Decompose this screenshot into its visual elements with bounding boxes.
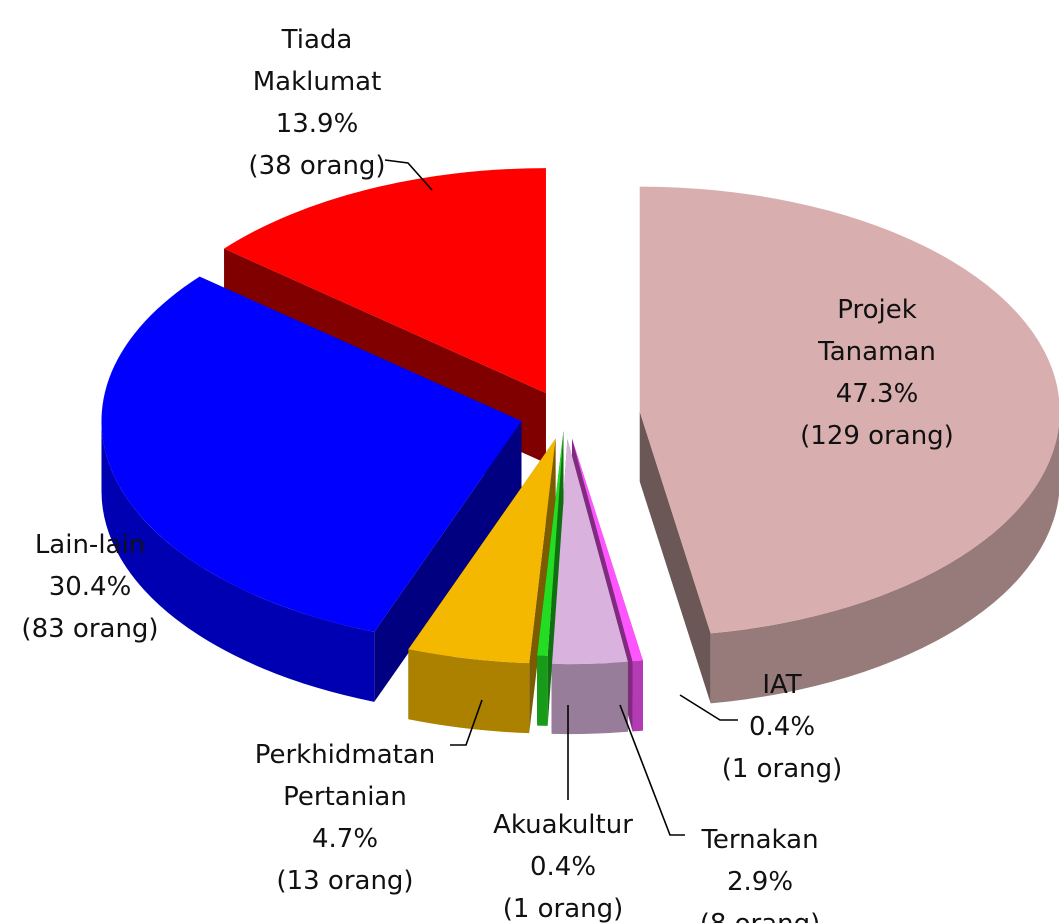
slice-wall <box>537 655 548 726</box>
count-label: (38 orang) <box>248 151 385 181</box>
leader-line <box>450 699 483 746</box>
slice-top <box>224 168 546 394</box>
slice <box>639 186 1059 704</box>
leader-line <box>679 694 738 721</box>
label-line: Tiada <box>281 25 353 55</box>
percent-label: 30.4% <box>49 572 132 602</box>
leader-line <box>384 159 433 191</box>
label-line: IAT <box>762 670 801 700</box>
slice-side <box>639 411 711 704</box>
slice-label: IAT <box>762 670 801 700</box>
slice-label: Ternakan <box>700 825 818 855</box>
slice-label: Akuakultur <box>493 810 633 840</box>
percent-label: 0.4% <box>530 852 596 882</box>
slice-wall <box>632 660 643 732</box>
slice-side <box>374 421 522 702</box>
count-label: (1 orang) <box>503 894 624 923</box>
label-line: Perkhidmatan <box>255 740 436 770</box>
slice <box>551 439 628 735</box>
label-line: Maklumat <box>253 67 382 97</box>
percent-label: 13.9% <box>276 109 359 139</box>
label-line: Akuakultur <box>493 810 633 840</box>
slice-top <box>408 438 556 664</box>
slice-top <box>572 438 643 662</box>
count-label: (83 orang) <box>21 614 158 644</box>
slice-wall <box>408 649 530 734</box>
slice-top <box>101 276 522 632</box>
percent-label: 0.4% <box>749 712 815 742</box>
percent-label: 4.7% <box>312 824 378 854</box>
slice <box>408 438 556 734</box>
count-label: (129 orang) <box>800 421 954 451</box>
slice-wall <box>551 661 628 735</box>
label-line: Tanaman <box>817 337 936 367</box>
leader-line <box>619 704 685 836</box>
slice-wall <box>710 424 1059 704</box>
percent-label: 47.3% <box>836 379 919 409</box>
percent-label: 2.9% <box>727 867 793 897</box>
slice-top <box>639 186 1059 634</box>
label-line: Ternakan <box>700 825 818 855</box>
slice-label: Lain-lain <box>35 530 145 560</box>
label-line: Projek <box>837 295 917 325</box>
slice <box>537 431 564 726</box>
slice-label: Tiada Maklumat <box>253 25 382 97</box>
slice-label: Projek Tanaman <box>817 295 936 367</box>
slice <box>101 276 522 702</box>
count-label: (13 orang) <box>276 866 413 896</box>
slice-wall <box>101 421 375 702</box>
slice-top <box>537 431 564 656</box>
label-line: Pertanian <box>283 782 407 812</box>
label-line: Lain-lain <box>35 530 145 560</box>
slice-label: Perkhidmatan Pertanian <box>255 740 436 812</box>
count-label: (1 orang) <box>722 754 843 784</box>
slice-top <box>551 439 628 665</box>
count-label: (8 orang) <box>700 909 821 923</box>
